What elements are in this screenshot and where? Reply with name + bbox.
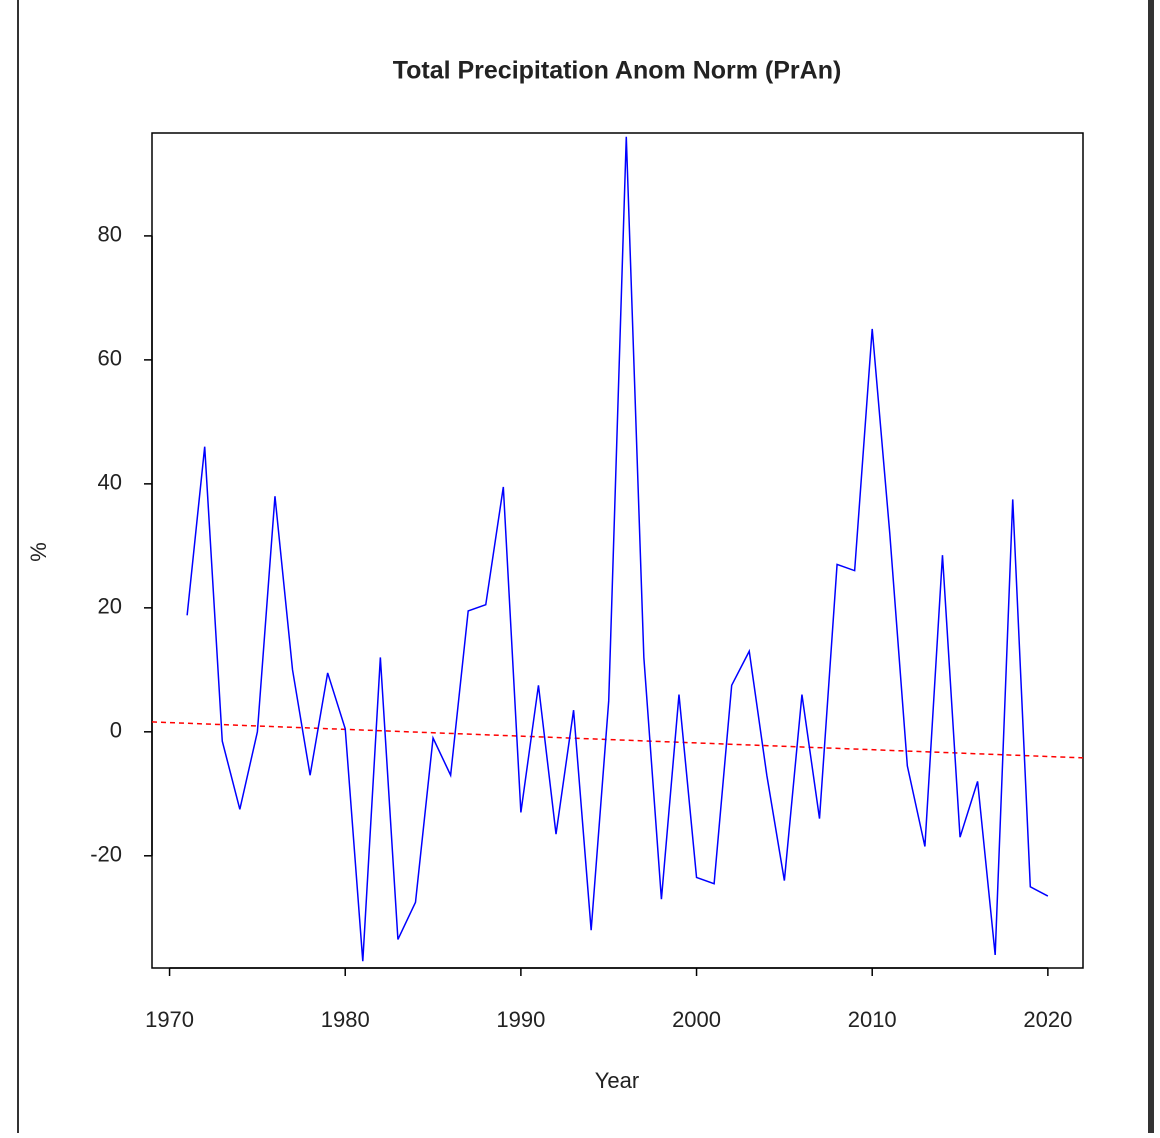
plot-frame — [151, 132, 1084, 969]
y-tick-label: 60 — [98, 346, 122, 371]
y-tick-label: -20 — [90, 842, 122, 867]
y-tick-label: 40 — [98, 470, 122, 495]
data-line — [186, 136, 1049, 962]
x-tick-label: 2000 — [672, 1007, 721, 1032]
x-tick-label: 2020 — [1023, 1007, 1072, 1032]
x-tick-label: 2010 — [848, 1007, 897, 1032]
right-border — [1148, 0, 1154, 1133]
y-tick-label: 0 — [110, 718, 122, 743]
y-tick-label: 80 — [98, 222, 122, 247]
chart-title: Total Precipitation Anom Norm (PrAn) — [393, 57, 842, 85]
x-tick-label: 1990 — [496, 1007, 545, 1032]
x-tick-label: 1980 — [321, 1007, 370, 1032]
trend-line — [151, 721, 1084, 759]
x-tick-label: 1970 — [145, 1007, 194, 1032]
y-tick-label: 20 — [98, 594, 122, 619]
y-axis-label: % — [26, 542, 51, 562]
x-axis-label: Year — [595, 1068, 639, 1093]
